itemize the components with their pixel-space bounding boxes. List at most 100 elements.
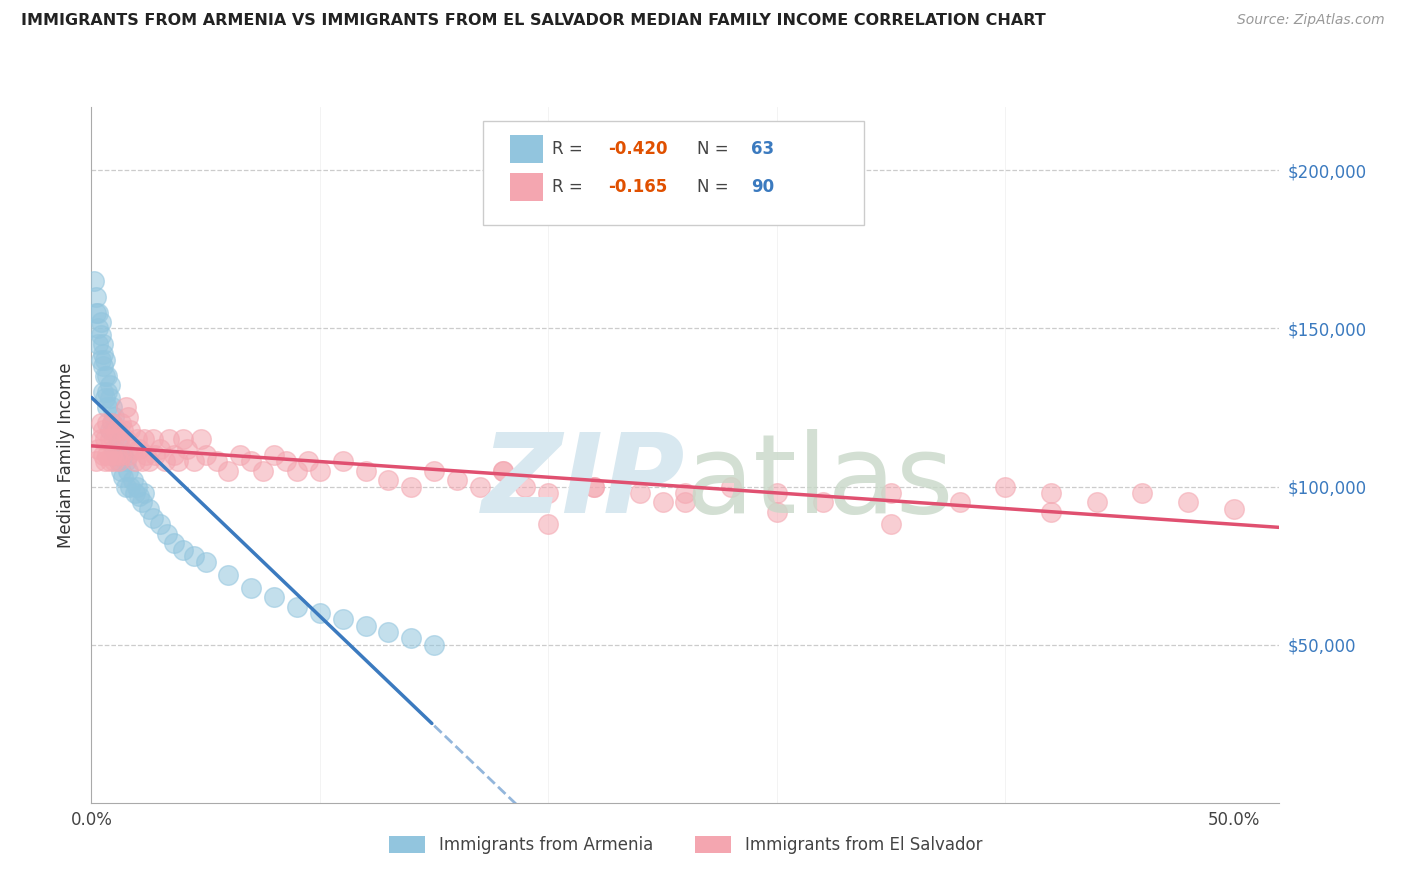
Point [98,391,121,405]
Point [252,464,274,478]
Point [114,432,136,446]
Point [121,442,143,456]
Point [112,423,135,437]
Point [110,417,132,431]
Point [142,511,165,525]
Point [377,473,399,487]
Point [98,378,121,392]
Point [91,347,114,361]
Point [153,454,176,468]
Point [96,384,118,399]
Point [274,454,297,468]
Point [190,432,212,446]
Point [105,423,128,437]
Point [673,486,696,500]
Point [96,417,118,431]
Point [91,384,114,399]
Point [127,432,148,446]
Point [285,599,308,614]
Point [103,432,125,446]
Text: N =: N = [697,140,734,158]
Point [83,274,105,288]
Point [107,454,129,468]
Point [582,479,605,493]
Text: 90: 90 [751,178,773,196]
Point [101,448,124,462]
Point [183,454,205,468]
Point [138,501,160,516]
Point [132,486,155,500]
Point [112,470,135,484]
Point [399,632,422,646]
Point [103,454,125,468]
Point [87,305,110,319]
Point [94,368,117,383]
Point [98,432,121,446]
Point [537,486,560,500]
Point [90,432,111,446]
Point [176,442,198,456]
Point [172,542,194,557]
Point [423,638,446,652]
Point [537,517,560,532]
Point [124,454,146,468]
Point [194,448,217,462]
Point [94,454,117,468]
Text: R =: R = [553,178,588,196]
Point [1039,505,1062,519]
Text: -0.165: -0.165 [609,178,668,196]
Point [423,464,446,478]
Point [105,448,128,462]
Point [229,448,252,462]
Point [143,448,166,462]
Point [354,618,377,632]
Point [172,432,194,446]
Point [765,505,787,519]
Point [87,442,110,456]
Point [105,423,128,437]
Point [720,479,742,493]
Point [263,591,285,605]
Point [673,495,696,509]
Legend: Immigrants from Armenia, Immigrants from El Salvador: Immigrants from Armenia, Immigrants from… [382,829,988,861]
Point [217,464,239,478]
Point [1085,495,1108,509]
Point [91,337,114,351]
Point [96,448,118,462]
Point [112,448,135,462]
Point [110,442,132,456]
Point [128,489,150,503]
Point [582,479,605,493]
Point [297,454,319,468]
Point [332,612,354,626]
Text: IMMIGRANTS FROM ARMENIA VS IMMIGRANTS FROM EL SALVADOR MEDIAN FAMILY INCOME CORR: IMMIGRANTS FROM ARMENIA VS IMMIGRANTS FR… [21,13,1046,29]
Point [1177,495,1199,509]
Point [948,495,970,509]
Point [240,454,263,468]
Point [90,417,111,431]
Point [84,454,107,468]
Point [515,479,537,493]
Point [468,479,491,493]
Point [128,442,150,456]
Point [98,454,121,468]
Point [96,368,118,383]
Point [377,625,399,640]
Point [149,442,172,456]
Text: -0.420: -0.420 [609,140,668,158]
Point [114,454,136,468]
Point [354,464,377,478]
Point [107,432,129,446]
Point [91,448,114,462]
Point [162,448,184,462]
Point [96,401,118,415]
Point [811,495,834,509]
Point [205,454,228,468]
Text: R =: R = [553,140,588,158]
Point [127,479,148,493]
Point [117,448,139,462]
Point [90,353,111,368]
Point [114,479,136,493]
Point [285,464,308,478]
Point [90,315,111,329]
